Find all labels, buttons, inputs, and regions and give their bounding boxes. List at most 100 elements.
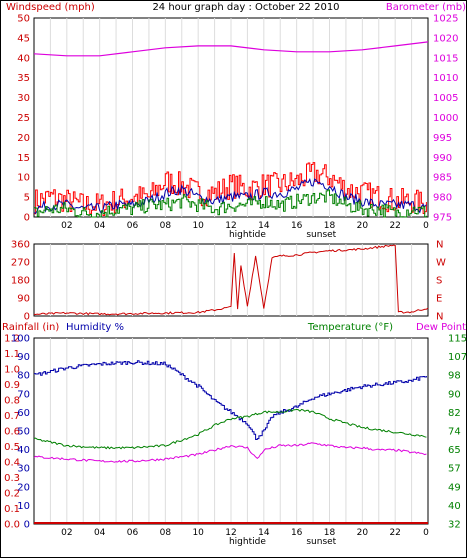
hum-x-tick-label: 02 <box>61 528 72 538</box>
dew-point-line <box>33 442 427 463</box>
wind-left-y-tick-label: 10 <box>17 173 30 184</box>
baro-right-y-tick-label: 1010 <box>433 73 458 84</box>
winddir-right-y-tick-label: N <box>436 312 443 323</box>
hum-x-tick-label: 20 <box>357 528 369 538</box>
humidity-left-y-tick-label: 70 <box>17 389 30 400</box>
temperature-line <box>33 408 427 450</box>
hum-x-tick-label: 06 <box>127 528 139 538</box>
wind-x-tick-label: 14 <box>258 221 270 231</box>
humidity-left-y-tick-label: 40 <box>17 445 30 456</box>
baro-right-y-tick-label: 1025 <box>433 14 458 25</box>
rain-left-y-tick-label: 1.0 <box>4 365 20 376</box>
winddir-right-y-tick-label: W <box>436 258 446 269</box>
temp-right-y-tick-label: 115 <box>448 334 467 345</box>
wind-speed-line <box>34 189 427 218</box>
humidity-left-y-tick-label: 100 <box>11 334 30 345</box>
rain-left-y-tick-label: 1.1 <box>4 349 20 360</box>
baro-right-y-tick-label: 995 <box>433 133 452 144</box>
temp-right-y-tick-label: 49 <box>448 482 461 493</box>
wind-left-y-tick-label: 25 <box>17 113 30 124</box>
baro-right-y-tick-label: 975 <box>433 213 452 224</box>
humidity-line <box>34 360 427 440</box>
temp-right-y-tick-label: 98 <box>448 371 461 382</box>
wind-left-y-tick-label: 0 <box>24 213 30 224</box>
temp-right-y-tick-label: 74 <box>448 427 461 438</box>
temp-right-y-tick-label: 65 <box>448 445 461 456</box>
rain-left-y-tick-label: 0.6 <box>4 427 20 438</box>
hum-event-label: hightide <box>229 537 266 547</box>
wind-gust-line <box>34 162 427 216</box>
wind-x-tick-label: 02 <box>61 221 72 231</box>
wind-x-tick-label: 22 <box>389 221 400 231</box>
rain-left-y-tick-label: 0.8 <box>4 396 20 407</box>
wind-left-y-tick-label: 45 <box>17 33 30 44</box>
wind-left-y-tick-label: 40 <box>17 53 30 64</box>
temp-right-y-tick-label: 32 <box>448 520 461 531</box>
wind-left-y-tick-label: 50 <box>17 14 30 25</box>
winddir-left-y-tick-label: 0 <box>24 312 30 323</box>
baro-right-y-tick-label: 1015 <box>433 53 458 64</box>
wind-left-y-tick-label: 15 <box>17 153 30 164</box>
wind-x-tick-label: 20 <box>357 221 369 231</box>
barometer-line <box>33 41 429 57</box>
humidity-left-y-tick-label: 50 <box>17 427 30 438</box>
winddir-right-y-tick-label: E <box>436 294 442 305</box>
humidity-left-y-tick-label: 30 <box>17 464 30 475</box>
baro-right-y-tick-label: 985 <box>433 173 452 184</box>
humidity-left-y-tick-label: 60 <box>17 408 30 419</box>
hum-x-tick-label: 14 <box>258 528 270 538</box>
wind-x-tick-label: 04 <box>94 221 106 231</box>
rain-left-y-tick-label: 0.3 <box>4 473 20 484</box>
chart-title: 24 hour graph day : October 22 2010 <box>152 2 339 13</box>
windspeed-axis-label: Windspeed (mph) <box>6 2 95 13</box>
humidity-left-y-tick-label: 90 <box>17 352 30 363</box>
baro-right-y-tick-label: 1020 <box>433 33 458 44</box>
winddir-left-y-tick-label: 180 <box>11 276 30 287</box>
wind-x-tick-label: 08 <box>160 221 172 231</box>
temp-right-y-tick-label: 57 <box>448 464 461 475</box>
wind-x-tick-label: 10 <box>192 221 204 231</box>
rain-left-y-tick-label: 0.5 <box>4 442 20 453</box>
humidity-left-y-tick-label: 10 <box>17 501 30 512</box>
winddir-left-y-tick-label: 90 <box>17 294 30 305</box>
dewpoint-axis-label: Dew Point <box>416 322 466 333</box>
hum-x-tick-label: 04 <box>94 528 106 538</box>
hum-x-tick-label: 22 <box>389 528 400 538</box>
winddir-left-y-tick-label: 360 <box>11 240 30 251</box>
winddir-left-y-tick-label: 270 <box>11 258 30 269</box>
wind-x-tick-label: 12 <box>225 221 236 231</box>
hum-x-tick-label: 18 <box>324 528 336 538</box>
humidity-left-y-tick-label: 80 <box>17 371 30 382</box>
baro-right-y-tick-label: 1005 <box>433 93 458 104</box>
wind-x-tick-label: 06 <box>127 221 139 231</box>
wind-x-tick-label: 18 <box>324 221 336 231</box>
baro-right-y-tick-label: 990 <box>433 153 452 164</box>
barometer-axis-label: Barometer (mb) <box>386 2 466 13</box>
wind-left-y-tick-label: 20 <box>17 133 30 144</box>
wind-event-label: sunset <box>306 230 336 240</box>
rainfall-axis-label: Rainfall (in) <box>2 322 59 333</box>
rain-left-y-tick-label: 0.9 <box>4 380 20 391</box>
wind-left-y-tick-label: 5 <box>24 193 30 204</box>
temp-right-y-tick-label: 82 <box>448 408 461 419</box>
wind-event-label: hightide <box>229 230 266 240</box>
wind-x-tick-label: 0 <box>423 221 429 231</box>
baro-right-y-tick-label: 980 <box>433 193 452 204</box>
rain-left-y-tick-label: 0.1 <box>4 504 20 515</box>
baro-right-y-tick-label: 1000 <box>433 113 458 124</box>
rain-left-y-tick-label: 0.2 <box>4 489 20 500</box>
humidity-left-y-tick-label: 0 <box>24 520 30 531</box>
humidity-left-y-tick-label: 20 <box>17 482 30 493</box>
temperature-axis-label: Temperature (°F) <box>307 322 393 333</box>
hum-x-tick-label: 10 <box>192 528 204 538</box>
hum-x-tick-label: 08 <box>160 528 172 538</box>
rain-left-y-tick-label: 1.2 <box>4 334 20 345</box>
hum-event-label: sunset <box>306 537 336 547</box>
winddir-right-y-tick-label: S <box>436 276 442 287</box>
temp-right-y-tick-label: 90 <box>448 389 461 400</box>
hum-x-tick-label: 16 <box>291 528 303 538</box>
humidity-axis-label: Humidity % <box>66 322 124 333</box>
rain-left-y-tick-label: 0.7 <box>4 411 20 422</box>
wind-left-y-tick-label: 35 <box>17 73 30 84</box>
